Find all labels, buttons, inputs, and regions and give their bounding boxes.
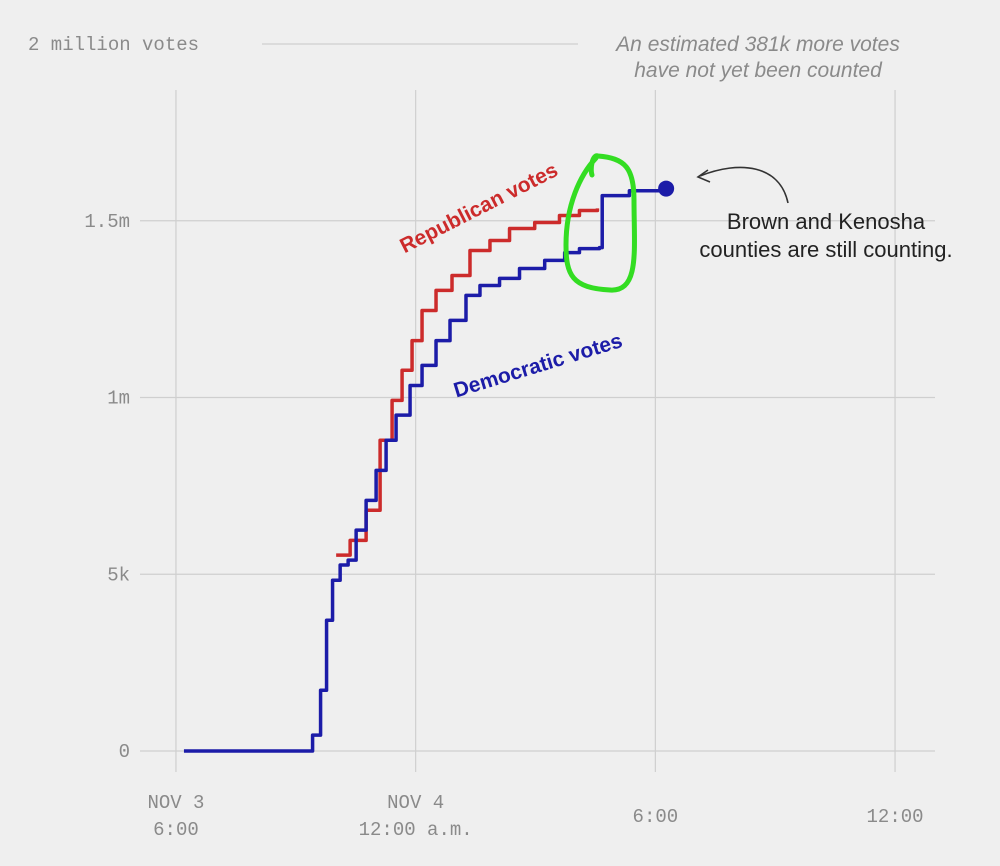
annotation: An estimated 381k more votes [614,33,900,56]
series-label: Democratic votes [451,329,625,402]
x-tick-label: 6:00 [633,806,679,828]
series-line [183,188,668,753]
annotation: have not yet been counted [634,59,883,82]
callout: Brown and Kenosha [727,209,926,234]
x-tick-label: NOV 4 [387,792,444,814]
callout: counties are still counting. [699,237,952,262]
y-tick-label: 1.5m [84,211,130,233]
highlight-scribble [563,153,637,293]
y-tick-label: 2 million votes [28,34,199,56]
grid [140,43,935,772]
callout-arrowhead [696,169,711,183]
marks [183,180,675,753]
y-tick-label: 5k [107,564,130,586]
series-line [336,208,600,557]
series-label: Republican votes [396,158,561,257]
x-tick-label: 12:00 a.m. [359,819,473,841]
x-tick-label: NOV 3 [147,792,204,814]
y-tick-label: 0 [119,741,130,763]
end-point [658,180,675,197]
x-tick-label: 12:00 [867,806,924,828]
y-tick-label: 1m [107,388,130,410]
x-tick-label: 6:00 [153,819,199,841]
callout-arrow [699,166,789,204]
